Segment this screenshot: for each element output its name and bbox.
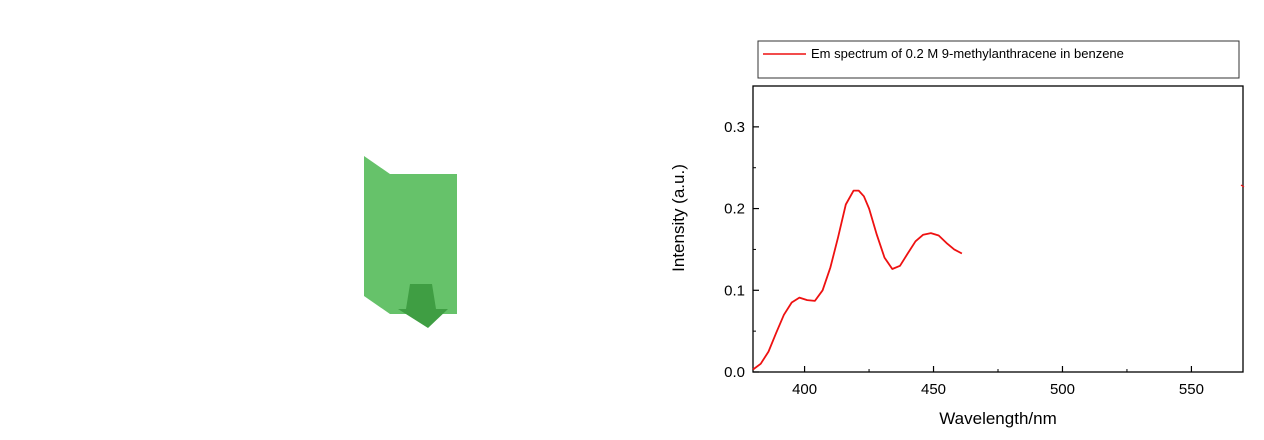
series-line-em-spectrum — [752, 189, 963, 371]
plot-area-frame — [752, 85, 1244, 373]
green-panel-shape — [364, 156, 457, 314]
y-tick-label: 0.2 — [724, 201, 745, 218]
legend-entry: Em spectrum of 0.2 M 9-methylanthracene … — [811, 46, 1124, 61]
x-axis-ticks: 400 450 500 550 — [792, 366, 1204, 398]
y-tick-label: 0.3 — [724, 119, 745, 136]
x-tick-label: 450 — [921, 381, 946, 398]
legend-box: Em spectrum of 0.2 M 9-methylanthracene … — [757, 40, 1240, 79]
x-tick-label: 400 — [792, 381, 817, 398]
down-arrow-icon — [398, 284, 448, 328]
green-panel-graphic — [364, 156, 457, 328]
x-axis-title: Wavelength/nm — [939, 409, 1056, 428]
x-tick-label: 500 — [1050, 381, 1075, 398]
x-tick-label: 550 — [1179, 381, 1204, 398]
y-tick-label: 0.1 — [724, 282, 745, 299]
y-tick-label: 0.0 — [724, 364, 745, 381]
edge-mark — [1240, 184, 1245, 188]
y-axis-title: Intensity (a.u.) — [669, 164, 688, 272]
y-axis-ticks: 0.0 0.1 0.2 0.3 — [724, 119, 759, 381]
